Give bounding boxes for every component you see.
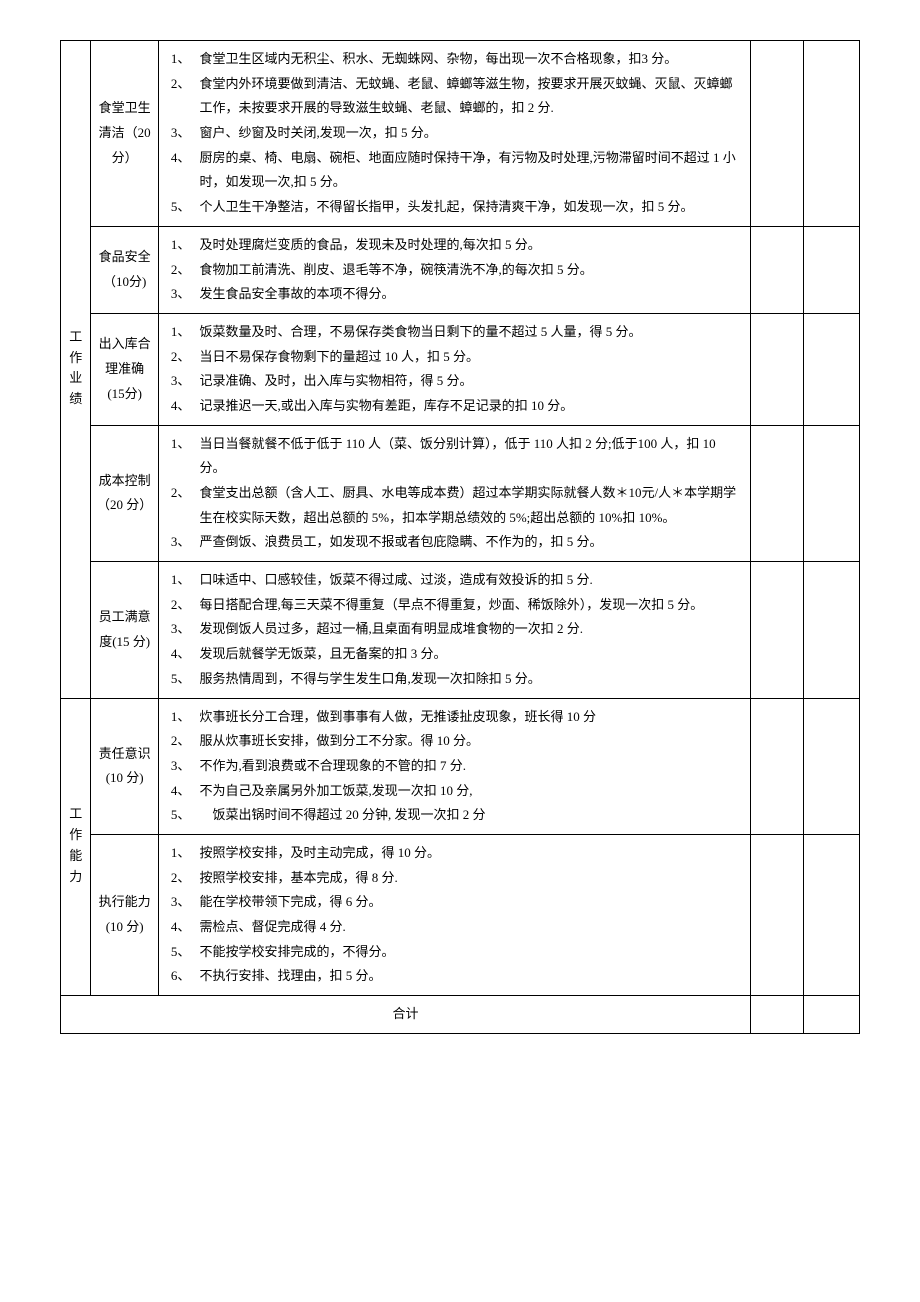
subcategory-cell: 执行能力(10 分) xyxy=(91,834,158,995)
item-text: 按照学校安排，基本完成，得 8 分. xyxy=(199,866,741,891)
item-number: 3、 xyxy=(171,890,200,915)
item-number: 4、 xyxy=(171,394,200,419)
item-text: 记录推迟一天,或出入库与实物有差距，库存不足记录的扣 10 分。 xyxy=(199,394,741,419)
subcategory-cell: 出入库合理准确 (15分) xyxy=(91,313,158,425)
item-text: 当日当餐就餐不低于低于 110 人（菜、饭分别计算），低于 110 人扣 2 分… xyxy=(199,432,741,481)
item-text: 厨房的桌、椅、电扇、碗柜、地面应随时保持干净，有污物及时处理,污物滞留时间不超过… xyxy=(199,146,741,195)
item-text: 食堂内外环境要做到清洁、无蚊蝇、老鼠、蟑螂等滋生物，按要求开展灭蚊蝇、灭鼠、灭蟑… xyxy=(199,72,741,121)
criteria-cell: 1、饭菜数量及时、合理，不易保存类食物当日剩下的量不超过 5 人量，得 5 分。… xyxy=(158,313,750,425)
subcategory-cell: 员工满意度(15 分) xyxy=(91,562,158,698)
score-cell-2 xyxy=(803,834,859,995)
category-cell: 工作业绩 xyxy=(61,41,91,699)
item-number: 1、 xyxy=(171,233,200,258)
item-number: 2、 xyxy=(171,481,200,506)
item-number: 2、 xyxy=(171,345,200,370)
item-text: 按照学校安排，及时主动完成，得 10 分。 xyxy=(199,841,741,866)
item-text: 炊事班长分工合理，做到事事有人做，无推诿扯皮现象，班长得 10 分 xyxy=(199,705,741,730)
item-number: 1、 xyxy=(171,568,200,593)
item-text: 发现后就餐学无饭菜，且无备案的扣 3 分。 xyxy=(199,642,741,667)
item-number: 4、 xyxy=(171,642,200,667)
item-number: 2、 xyxy=(171,258,200,283)
criteria-cell: 1、食堂卫生区域内无积尘、积水、无蜘蛛网、杂物，每出现一次不合格现象，扣3 分。… xyxy=(158,41,750,227)
item-number: 1、 xyxy=(171,320,200,345)
item-number: 2、 xyxy=(171,866,200,891)
category-label: 工作业绩 xyxy=(69,327,82,410)
item-text: 服务热情周到，不得与学生发生口角,发现一次扣除扣 5 分。 xyxy=(199,667,741,692)
score-cell-2 xyxy=(803,562,859,698)
item-text: 不为自己及亲属另外加工饭菜,发现一次扣 10 分, xyxy=(199,779,741,804)
score-cell-1 xyxy=(750,226,803,313)
criteria-cell: 1、炊事班长分工合理，做到事事有人做，无推诿扯皮现象，班长得 10 分2、服从炊… xyxy=(158,698,750,834)
item-number: 1、 xyxy=(171,705,200,730)
item-number: 3、 xyxy=(171,121,200,146)
item-number: 4、 xyxy=(171,915,200,940)
item-text: 发生食品安全事故的本项不得分。 xyxy=(199,282,741,307)
score-cell-1 xyxy=(750,834,803,995)
score-cell-1 xyxy=(750,41,803,227)
item-text: 饭菜出锅时间不得超过 20 分钟, 发现一次扣 2 分 xyxy=(199,803,741,828)
item-number: 3、 xyxy=(171,282,200,307)
total-score-1 xyxy=(750,996,803,1034)
item-text: 及时处理腐烂变质的食品，发现未及时处理的,每次扣 5 分。 xyxy=(199,233,741,258)
subcategory-cell: 责任意识(10 分) xyxy=(91,698,158,834)
item-text: 饭菜数量及时、合理，不易保存类食物当日剩下的量不超过 5 人量，得 5 分。 xyxy=(199,320,741,345)
item-number: 2、 xyxy=(171,729,200,754)
score-cell-2 xyxy=(803,313,859,425)
item-text: 窗户、纱窗及时关闭,发现一次，扣 5 分。 xyxy=(199,121,741,146)
item-text: 口味适中、口感较佳，饭菜不得过咸、过淡，造成有效投诉的扣 5 分. xyxy=(199,568,741,593)
item-number: 2、 xyxy=(171,72,200,97)
item-number: 6、 xyxy=(171,964,200,989)
item-text: 不执行安排、找理由，扣 5 分。 xyxy=(199,964,741,989)
item-text: 每日搭配合理,每三天菜不得重复（早点不得重复，炒面、稀饭除外），发现一次扣 5 … xyxy=(199,593,741,618)
item-number: 2、 xyxy=(171,593,200,618)
total-score-2 xyxy=(803,996,859,1034)
item-number: 5、 xyxy=(171,195,200,220)
item-number: 1、 xyxy=(171,841,200,866)
item-text: 当日不易保存食物剩下的量超过 10 人，扣 5 分。 xyxy=(199,345,741,370)
item-text: 发现倒饭人员过多，超过一桶,且桌面有明显成堆食物的一次扣 2 分. xyxy=(199,617,741,642)
subcategory-cell: 食品安全（10分) xyxy=(91,226,158,313)
item-text: 服从炊事班长安排，做到分工不分家。得 10 分。 xyxy=(199,729,741,754)
category-cell: 工作能力 xyxy=(61,698,91,996)
score-cell-2 xyxy=(803,41,859,227)
item-number: 4、 xyxy=(171,146,200,171)
score-cell-2 xyxy=(803,425,859,561)
item-number: 3、 xyxy=(171,754,200,779)
score-cell-1 xyxy=(750,698,803,834)
score-cell-1 xyxy=(750,562,803,698)
total-label-cell: 合计 xyxy=(61,996,751,1034)
item-text: 食物加工前清洗、削皮、退毛等不净，碗筷清洗不净,的每次扣 5 分。 xyxy=(199,258,741,283)
criteria-cell: 1、口味适中、口感较佳，饭菜不得过咸、过淡，造成有效投诉的扣 5 分.2、每日搭… xyxy=(158,562,750,698)
item-text: 记录准确、及时，出入库与实物相符，得 5 分。 xyxy=(199,369,741,394)
item-number: 5、 xyxy=(171,667,200,692)
score-cell-1 xyxy=(750,425,803,561)
item-number: 5、 xyxy=(171,940,200,965)
item-number: 4、 xyxy=(171,779,200,804)
category-label: 工作能力 xyxy=(69,804,82,887)
item-number: 1、 xyxy=(171,432,200,457)
item-number: 5、 xyxy=(171,803,200,828)
item-text: 食堂支出总额（含人工、厨具、水电等成本费）超过本学期实际就餐人数＊10元/人＊本… xyxy=(199,481,741,530)
item-number: 3、 xyxy=(171,369,200,394)
criteria-cell: 1、及时处理腐烂变质的食品，发现未及时处理的,每次扣 5 分。2、食物加工前清洗… xyxy=(158,226,750,313)
score-cell-2 xyxy=(803,698,859,834)
item-number: 3、 xyxy=(171,530,200,555)
item-number: 3、 xyxy=(171,617,200,642)
score-cell-2 xyxy=(803,226,859,313)
assessment-table: 工作业绩食堂卫生清洁（20 分）1、食堂卫生区域内无积尘、积水、无蜘蛛网、杂物，… xyxy=(60,40,860,1034)
item-text: 能在学校带领下完成，得 6 分。 xyxy=(199,890,741,915)
item-text: 不作为,看到浪费或不合理现象的不管的扣 7 分. xyxy=(199,754,741,779)
subcategory-cell: 食堂卫生清洁（20 分） xyxy=(91,41,158,227)
item-text: 不能按学校安排完成的，不得分。 xyxy=(199,940,741,965)
item-text: 食堂卫生区域内无积尘、积水、无蜘蛛网、杂物，每出现一次不合格现象，扣3 分。 xyxy=(199,47,741,72)
criteria-cell: 1、当日当餐就餐不低于低于 110 人（菜、饭分别计算），低于 110 人扣 2… xyxy=(158,425,750,561)
criteria-cell: 1、按照学校安排，及时主动完成，得 10 分。2、按照学校安排，基本完成，得 8… xyxy=(158,834,750,995)
subcategory-cell: 成本控制（20 分） xyxy=(91,425,158,561)
item-text: 个人卫生干净整洁，不得留长指甲，头发扎起，保持清爽干净，如发现一次，扣 5 分。 xyxy=(199,195,741,220)
score-cell-1 xyxy=(750,313,803,425)
item-text: 需检点、督促完成得 4 分. xyxy=(199,915,741,940)
item-number: 1、 xyxy=(171,47,200,72)
item-text: 严查倒饭、浪费员工，如发现不报或者包庇隐瞒、不作为的，扣 5 分。 xyxy=(199,530,741,555)
